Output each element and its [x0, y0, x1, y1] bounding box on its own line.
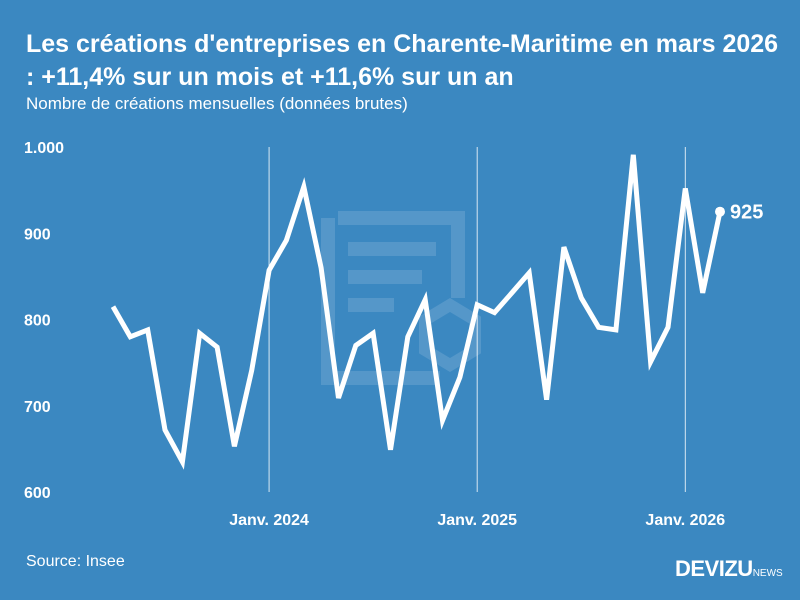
- devizu-logo: DEVIZUNEWS: [675, 556, 783, 582]
- y-tick-label: 800: [24, 313, 51, 330]
- chart-subtitle: Nombre de créations mensuelles (données …: [26, 94, 408, 113]
- last-point: [715, 206, 725, 217]
- y-tick-label: 600: [24, 485, 51, 502]
- watermark-icon: [321, 211, 481, 385]
- chart-title: Les créations d'entreprises en Charente-…: [26, 30, 779, 91]
- logo-suffix: NEWS: [752, 568, 783, 579]
- x-tick-label: Janv. 2026: [645, 512, 725, 529]
- y-tick-label: 900: [24, 226, 51, 243]
- last-value-label: 925: [730, 202, 763, 224]
- y-tick-label: 700: [24, 399, 51, 416]
- logo-main: DEVIZU: [675, 556, 753, 581]
- x-tick-label: Janv. 2024: [229, 512, 309, 529]
- y-tick-label: 1.000: [24, 140, 64, 157]
- series-line: [110, 154, 723, 470]
- x-tick-label: Janv. 2025: [437, 512, 517, 529]
- source-note: Source: Insee: [26, 553, 125, 570]
